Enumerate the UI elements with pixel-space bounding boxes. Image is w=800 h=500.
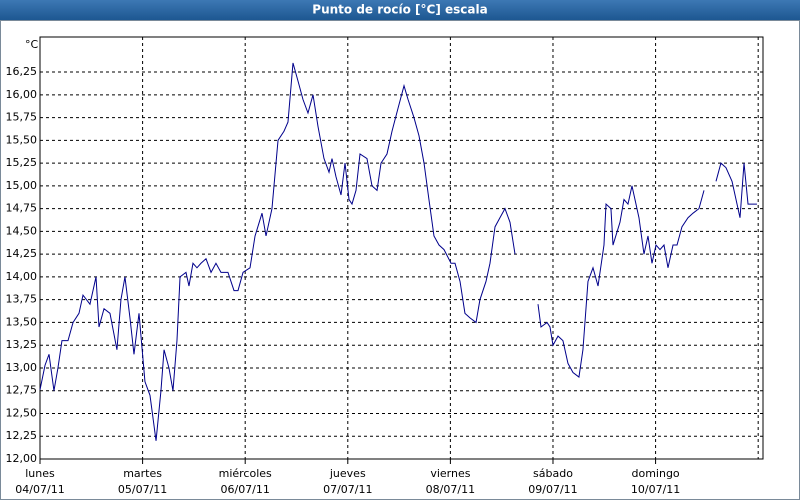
y-tick-label: 14,50 — [6, 224, 38, 237]
y-tick-label: 12,50 — [6, 406, 38, 419]
x-tick-label: lunes — [25, 467, 55, 480]
y-tick-label: 12,25 — [6, 429, 38, 442]
x-tick-label: martes — [123, 467, 162, 480]
x-tick-date: 10/07/11 — [631, 483, 680, 496]
y-tick-label: 13,25 — [6, 338, 38, 351]
x-tick-date: 05/07/11 — [118, 483, 167, 496]
x-tick-date: 07/07/11 — [323, 483, 372, 496]
x-tick-date: 04/07/11 — [15, 483, 64, 496]
y-tick-label: 13,00 — [6, 361, 38, 374]
x-tick-label: domingo — [631, 467, 679, 480]
y-tick-label: 16,00 — [6, 88, 38, 101]
y-tick-label: 13,75 — [6, 293, 38, 306]
x-tick-date: 06/07/11 — [220, 483, 269, 496]
y-unit: °C — [25, 38, 39, 51]
y-tick-label: 14,75 — [6, 202, 38, 215]
y-tick-label: 12,00 — [6, 452, 38, 465]
y-tick-label: 15,00 — [6, 179, 38, 192]
x-tick-label: viernes — [430, 467, 470, 480]
title-bar — [0, 0, 800, 20]
chart-title: Punto de rocío [°C] escala — [312, 3, 487, 17]
x-tick-label: jueves — [329, 467, 366, 480]
data-line — [39, 62, 757, 441]
x-tick-date: 09/07/11 — [528, 483, 577, 496]
y-tick-label: 15,75 — [6, 111, 38, 124]
y-tick-label: 15,50 — [6, 133, 38, 146]
x-tick-date: 08/07/11 — [426, 483, 475, 496]
y-tick-label: 16,25 — [6, 65, 38, 78]
y-tick-label: 14,25 — [6, 247, 38, 260]
y-tick-label: 13,50 — [6, 315, 38, 328]
x-tick-label: sábado — [533, 467, 573, 480]
y-tick-label: 14,00 — [6, 270, 38, 283]
y-tick-label: 15,25 — [6, 156, 38, 169]
y-tick-label: 12,75 — [6, 384, 38, 397]
x-tick-label: miércoles — [219, 467, 272, 480]
plot-area — [39, 36, 764, 460]
